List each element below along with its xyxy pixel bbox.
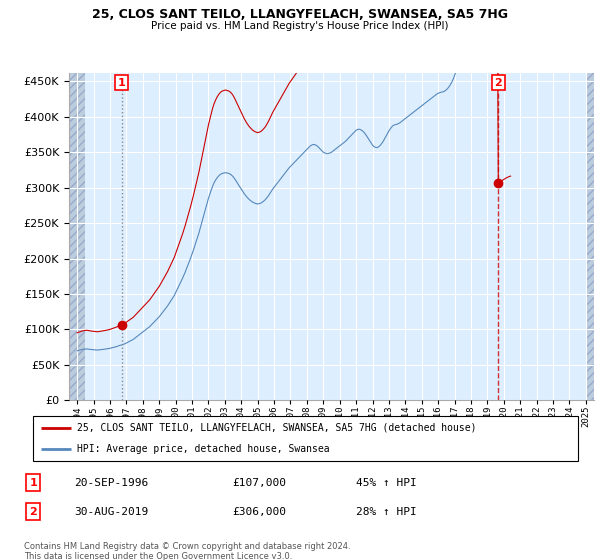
Text: 20-SEP-1996: 20-SEP-1996: [74, 478, 149, 488]
Text: 25, CLOS SANT TEILO, LLANGYFELACH, SWANSEA, SA5 7HG (detached house): 25, CLOS SANT TEILO, LLANGYFELACH, SWANS…: [77, 423, 476, 433]
Text: £306,000: £306,000: [232, 507, 286, 517]
Text: 1: 1: [29, 478, 37, 488]
Bar: [586, 73, 594, 400]
Text: 28% ↑ HPI: 28% ↑ HPI: [356, 507, 417, 517]
Text: Price paid vs. HM Land Registry's House Price Index (HPI): Price paid vs. HM Land Registry's House …: [151, 21, 449, 31]
Text: £107,000: £107,000: [232, 478, 286, 488]
Bar: [69, 73, 85, 400]
FancyBboxPatch shape: [33, 416, 578, 460]
Text: 45% ↑ HPI: 45% ↑ HPI: [356, 478, 417, 488]
Text: 2: 2: [494, 78, 502, 88]
Text: Contains HM Land Registry data © Crown copyright and database right 2024.: Contains HM Land Registry data © Crown c…: [24, 542, 350, 551]
Text: This data is licensed under the Open Government Licence v3.0.: This data is licensed under the Open Gov…: [24, 552, 292, 560]
Text: 1: 1: [118, 78, 126, 88]
Text: HPI: Average price, detached house, Swansea: HPI: Average price, detached house, Swan…: [77, 444, 329, 454]
Text: 2: 2: [29, 507, 37, 517]
Text: 25, CLOS SANT TEILO, LLANGYFELACH, SWANSEA, SA5 7HG: 25, CLOS SANT TEILO, LLANGYFELACH, SWANS…: [92, 8, 508, 21]
Text: 30-AUG-2019: 30-AUG-2019: [74, 507, 149, 517]
